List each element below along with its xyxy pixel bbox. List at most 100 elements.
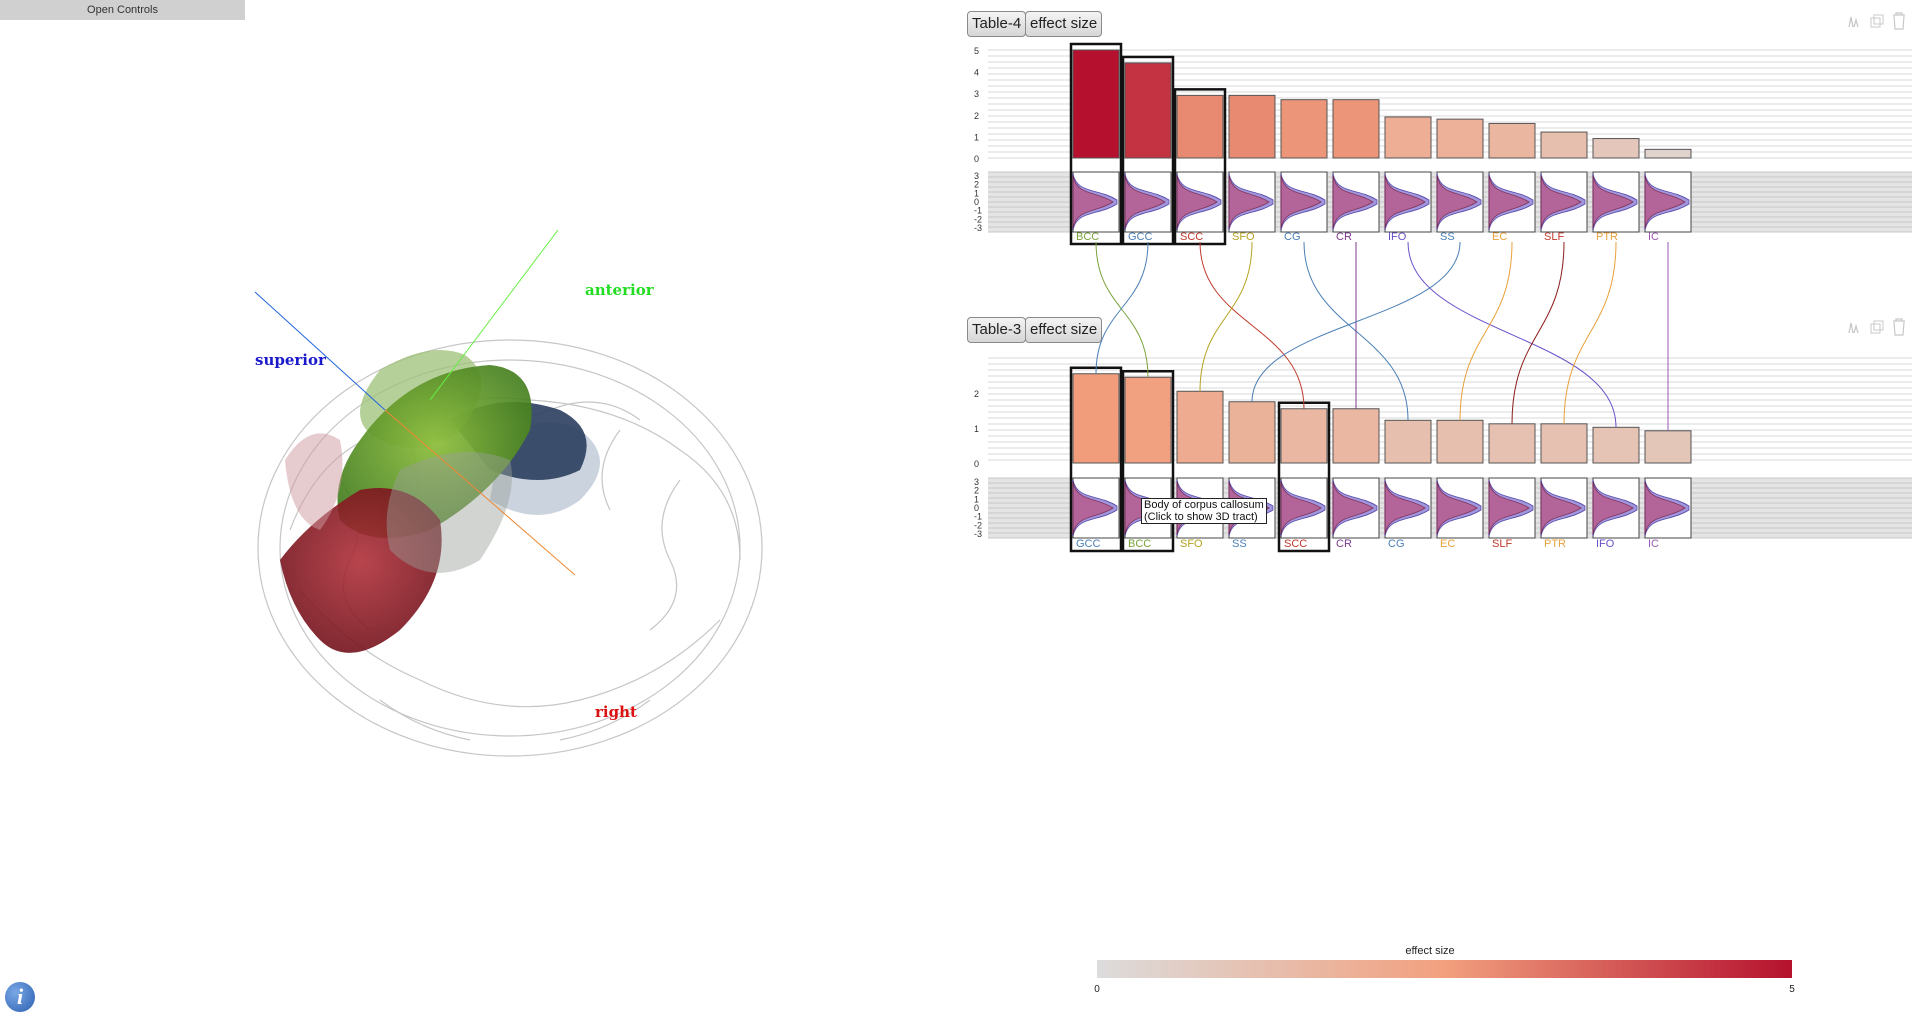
- category-label-EC: EC: [1492, 231, 1507, 243]
- table3-metric-button[interactable]: effect size: [1025, 317, 1103, 343]
- sort-icon[interactable]: [1847, 320, 1861, 334]
- dist-SCC: [1280, 477, 1328, 539]
- category-label-PTR: PTR: [1544, 538, 1566, 550]
- category-label-SS: SS: [1232, 538, 1247, 550]
- axis-right-line: [384, 409, 576, 576]
- dist-red: [1124, 175, 1166, 229]
- dist-tick-label: 0: [974, 197, 979, 207]
- dist-SLF: [1488, 477, 1536, 539]
- axis-anterior-label: anterior: [585, 281, 655, 299]
- bar-SLF: [1540, 131, 1588, 159]
- dist-red: [1436, 481, 1478, 535]
- tract-tooltip: Body of corpus callosum (Click to show 3…: [1141, 498, 1267, 524]
- table4-metric-button[interactable]: effect size: [1025, 11, 1103, 37]
- bar-GCC: [1124, 62, 1172, 159]
- category-label-SFO: SFO: [1232, 231, 1255, 243]
- dist-tick-label: -2: [974, 520, 982, 530]
- link-PTR: [1563, 241, 1617, 424]
- dist-red: [1176, 175, 1218, 229]
- dist-red: [1228, 175, 1270, 229]
- dist-red: [1592, 175, 1634, 229]
- category-label-SLF: SLF: [1544, 231, 1564, 243]
- dist-CR: [1332, 477, 1380, 539]
- bar-CR: [1332, 408, 1380, 464]
- dist-red: [1592, 481, 1634, 535]
- link-SCC: [1199, 241, 1305, 409]
- dist-red: [1540, 175, 1582, 229]
- bar-IC: [1644, 430, 1692, 464]
- duplicate-icon[interactable]: [1870, 14, 1884, 28]
- dist-BCC: [1072, 171, 1120, 233]
- bar-CG: [1384, 419, 1432, 464]
- category-label-EC: EC: [1440, 538, 1455, 550]
- dist-PTR: [1540, 477, 1588, 539]
- y-tick-label: 2: [974, 389, 979, 399]
- dist-red: [1540, 481, 1582, 535]
- dist-tick-label: 3: [974, 171, 979, 181]
- axis-superior-label: superior: [255, 351, 327, 369]
- legend-title: effect size: [1405, 945, 1454, 957]
- dist-red: [1436, 175, 1478, 229]
- bar-SFO: [1228, 94, 1276, 159]
- category-label-CR: CR: [1336, 231, 1352, 243]
- bar-SS: [1436, 118, 1484, 159]
- legend-color-bar: [1097, 960, 1792, 978]
- sort-icon[interactable]: [1847, 14, 1861, 28]
- bar-SCC: [1280, 408, 1328, 464]
- axis-right-label: right: [595, 703, 637, 721]
- bar-EC: [1436, 419, 1484, 464]
- dist-red: [1488, 481, 1530, 535]
- bar-GCC: [1072, 373, 1120, 464]
- category-label-SFO: SFO: [1180, 538, 1203, 550]
- category-label-BCC: BCC: [1076, 231, 1099, 243]
- bar-SCC: [1176, 94, 1224, 159]
- dist-CG: [1384, 477, 1432, 539]
- y-tick-label: 5: [974, 46, 979, 56]
- legend-min-label: 0: [1094, 984, 1100, 995]
- axis-superior-line: [254, 291, 386, 411]
- dist-SS: [1436, 171, 1484, 233]
- axis-anterior-line: [429, 230, 559, 401]
- dist-red: [1332, 175, 1374, 229]
- bar-IC: [1644, 148, 1692, 159]
- dist-tick-label: -1: [974, 206, 982, 216]
- dist-SLF: [1540, 171, 1588, 233]
- duplicate-icon[interactable]: [1870, 320, 1884, 334]
- category-label-SCC: SCC: [1180, 231, 1203, 243]
- dist-CG: [1280, 171, 1328, 233]
- dist-tick-label: 2: [974, 486, 979, 496]
- tract-pink: [285, 433, 343, 530]
- trash-icon[interactable]: [1892, 318, 1906, 336]
- dist-SFO: [1228, 171, 1276, 233]
- trash-icon[interactable]: [1892, 12, 1906, 30]
- category-label-PTR: PTR: [1596, 231, 1618, 243]
- dist-IC: [1644, 171, 1692, 233]
- dist-red: [1644, 481, 1686, 535]
- dist-tick-label: -3: [974, 529, 982, 539]
- legend-max-label: 5: [1789, 984, 1795, 995]
- dist-tick-label: 3: [974, 477, 979, 487]
- category-label-SCC: SCC: [1284, 538, 1307, 550]
- info-icon[interactable]: i: [5, 982, 35, 1012]
- dist-red: [1384, 175, 1426, 229]
- dist-red: [1644, 175, 1686, 229]
- dist-PTR: [1592, 171, 1640, 233]
- tract-gray: [386, 452, 512, 573]
- dist-CR: [1332, 171, 1380, 233]
- dist-red: [1280, 175, 1322, 229]
- dist-tick-label: -3: [974, 223, 982, 233]
- table4-button[interactable]: Table-4: [967, 11, 1027, 37]
- link-GCC: [1095, 241, 1149, 374]
- dist-GCC: [1072, 477, 1120, 539]
- open-controls-button[interactable]: Open Controls: [0, 0, 245, 20]
- link-SS: [1251, 241, 1461, 402]
- table3-button[interactable]: Table-3: [967, 317, 1027, 343]
- dist-GCC: [1124, 171, 1172, 233]
- y-tick-label: 2: [974, 111, 979, 121]
- category-label-SS: SS: [1440, 231, 1455, 243]
- dist-red: [1280, 481, 1322, 535]
- brain-3d-viewer[interactable]: anterior superior right: [200, 230, 820, 820]
- dist-red: [1072, 481, 1114, 535]
